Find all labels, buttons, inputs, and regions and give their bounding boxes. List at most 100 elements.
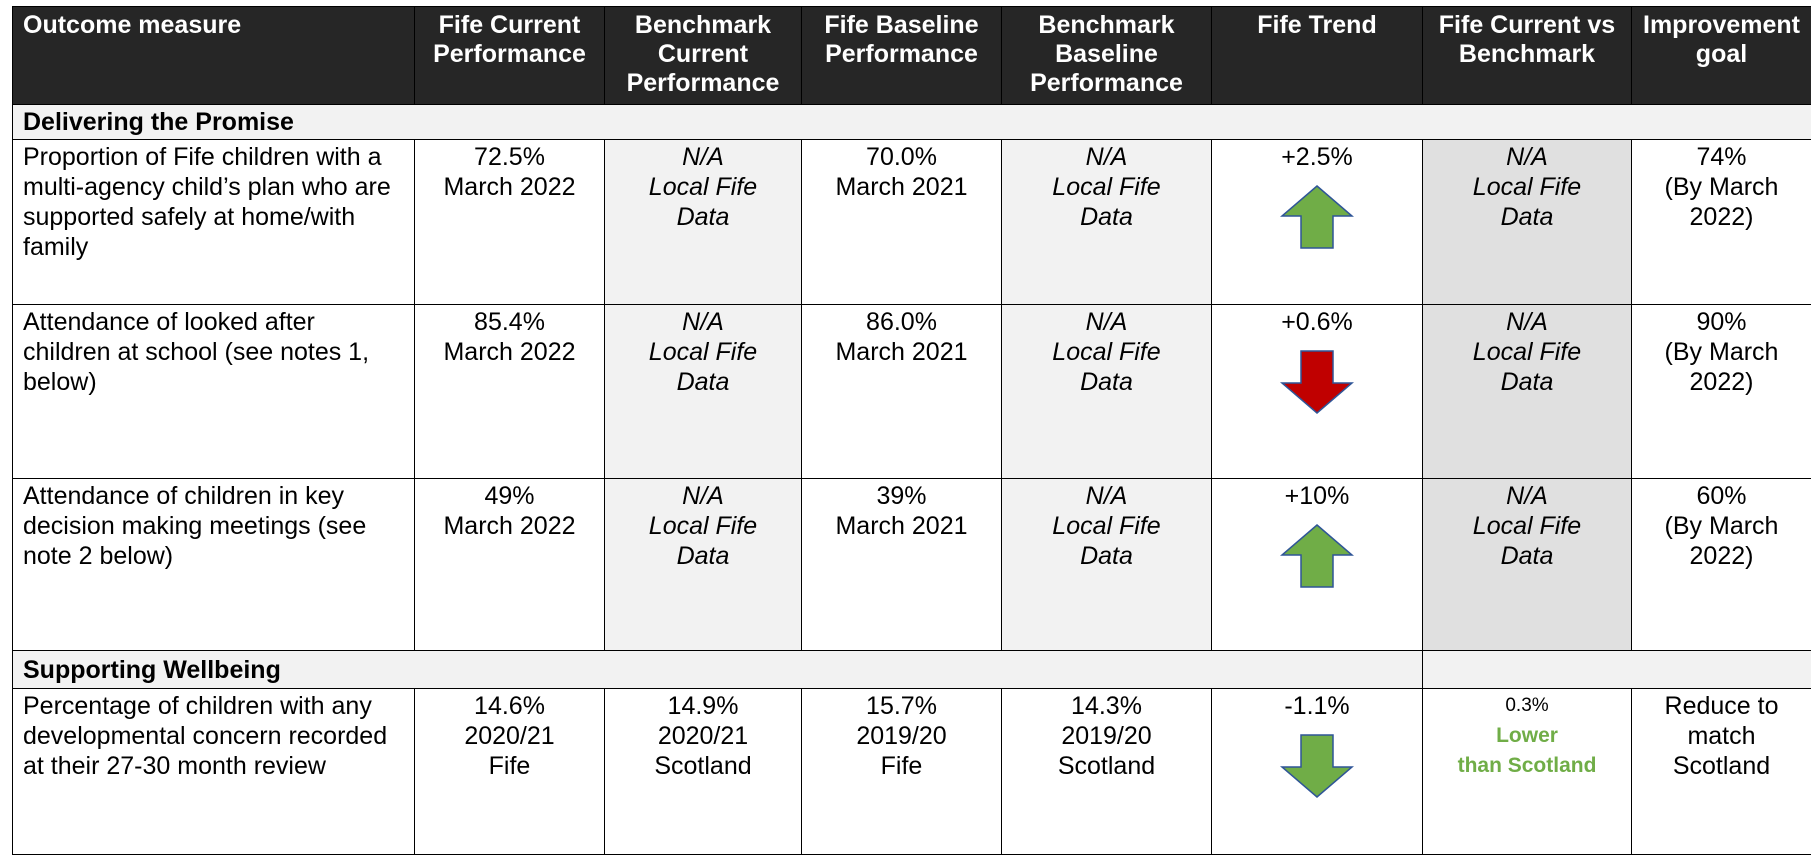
- cell-line: 90%: [1638, 307, 1805, 337]
- cell-line: 2022): [1638, 202, 1805, 232]
- cell-line: 2019/20: [808, 721, 995, 751]
- cell-line: N/A: [1008, 142, 1205, 172]
- value-cell: +0.6%: [1212, 305, 1423, 479]
- cell-line: 14.9%: [611, 691, 795, 721]
- cell-line: Data: [1008, 367, 1205, 397]
- value-cell: 85.4%March 2022: [415, 305, 605, 479]
- cell-line: 49%: [421, 481, 598, 511]
- cell-line: match: [1638, 721, 1805, 751]
- cell-line: N/A: [1008, 481, 1205, 511]
- cell-line: Data: [1429, 541, 1625, 571]
- measure-cell: Proportion of Fife children with a multi…: [13, 140, 415, 305]
- section-title: Delivering the Promise: [13, 105, 1811, 140]
- header-cell: Fife Current vs Benchmark: [1423, 7, 1632, 105]
- cell-line: Data: [611, 367, 795, 397]
- cell-line: 15.7%: [808, 691, 995, 721]
- cell-line: +10%: [1218, 481, 1416, 511]
- cell-line: 39%: [808, 481, 995, 511]
- cell-line: -1.1%: [1218, 691, 1416, 721]
- cell-line: N/A: [1429, 307, 1625, 337]
- cell-line: Data: [1008, 541, 1205, 571]
- cell-line: Proportion of Fife children with a multi…: [23, 142, 408, 262]
- cell-line: March 2021: [808, 172, 995, 202]
- cell-line: N/A: [611, 481, 795, 511]
- section-filler: [1423, 651, 1811, 689]
- value-cell: 49%March 2022: [415, 479, 605, 651]
- trend-arrow: [1280, 349, 1354, 415]
- cell-line: Data: [1429, 367, 1625, 397]
- cell-line: Percentage of children with any developm…: [23, 691, 408, 781]
- cell-line: Data: [1429, 202, 1625, 232]
- cell-line: Local Fife: [1008, 337, 1205, 367]
- cell-line: Local Fife: [1008, 511, 1205, 541]
- arrow-shape: [1282, 186, 1352, 248]
- cell-line: +2.5%: [1218, 142, 1416, 172]
- cell-line: Local Fife: [1429, 511, 1625, 541]
- header-cell: Benchmark Baseline Performance: [1002, 7, 1212, 105]
- cell-line: 86.0%: [808, 307, 995, 337]
- cell-line: Local Fife: [611, 337, 795, 367]
- cell-line: 2020/21: [421, 721, 598, 751]
- header-cell: Fife Current Performance: [415, 7, 605, 105]
- measure-cell: Attendance of looked after children at s…: [13, 305, 415, 479]
- cell-line: Local Fife: [1429, 172, 1625, 202]
- data-row: Attendance of looked after children at s…: [13, 305, 1811, 479]
- cell-line: March 2022: [421, 511, 598, 541]
- cell-line: Scotland: [1008, 751, 1205, 781]
- value-cell: 86.0%March 2021: [802, 305, 1002, 479]
- cell-line: (By March: [1638, 172, 1805, 202]
- cell-line: Local Fife: [1008, 172, 1205, 202]
- cell-line: 70.0%: [808, 142, 995, 172]
- cell-line: than Scotland: [1429, 751, 1625, 781]
- cell-line: Reduce to: [1638, 691, 1805, 721]
- arrow-shape: [1282, 735, 1352, 797]
- value-cell: +10%: [1212, 479, 1423, 651]
- cell-line: Data: [611, 541, 795, 571]
- measure-cell: Percentage of children with any developm…: [13, 689, 415, 855]
- header-cell: Benchmark Current Performance: [605, 7, 802, 105]
- cell-line: N/A: [1429, 142, 1625, 172]
- cell-line: 85.4%: [421, 307, 598, 337]
- cell-line: 2019/20: [1008, 721, 1205, 751]
- cell-line: Scotland: [611, 751, 795, 781]
- cell-line: Data: [1008, 202, 1205, 232]
- data-row: Attendance of children in key decision m…: [13, 479, 1811, 651]
- cell-line: N/A: [1008, 307, 1205, 337]
- trend-arrow: [1280, 523, 1354, 589]
- value-cell: -1.1%: [1212, 689, 1423, 855]
- cell-line: Attendance of looked after children at s…: [23, 307, 408, 397]
- header-cell: Outcome measure: [13, 7, 415, 105]
- cell-line: Fife: [421, 751, 598, 781]
- cell-line: N/A: [1429, 481, 1625, 511]
- data-row: Proportion of Fife children with a multi…: [13, 140, 1811, 305]
- cell-line: Local Fife: [611, 172, 795, 202]
- cell-line: Attendance of children in key decision m…: [23, 481, 408, 571]
- cell-line: 72.5%: [421, 142, 598, 172]
- cell-line: (By March: [1638, 337, 1805, 367]
- cell-line: March 2021: [808, 337, 995, 367]
- cell-line: 14.3%: [1008, 691, 1205, 721]
- cell-line: 2022): [1638, 541, 1805, 571]
- arrow-shape: [1282, 351, 1352, 413]
- trend-arrow: [1280, 733, 1354, 799]
- value-cell: +2.5%: [1212, 140, 1423, 305]
- value-cell: 70.0%March 2021: [802, 140, 1002, 305]
- cell-line: +0.6%: [1218, 307, 1416, 337]
- data-row: Percentage of children with any developm…: [13, 689, 1811, 855]
- header-cell: Fife Trend: [1212, 7, 1423, 105]
